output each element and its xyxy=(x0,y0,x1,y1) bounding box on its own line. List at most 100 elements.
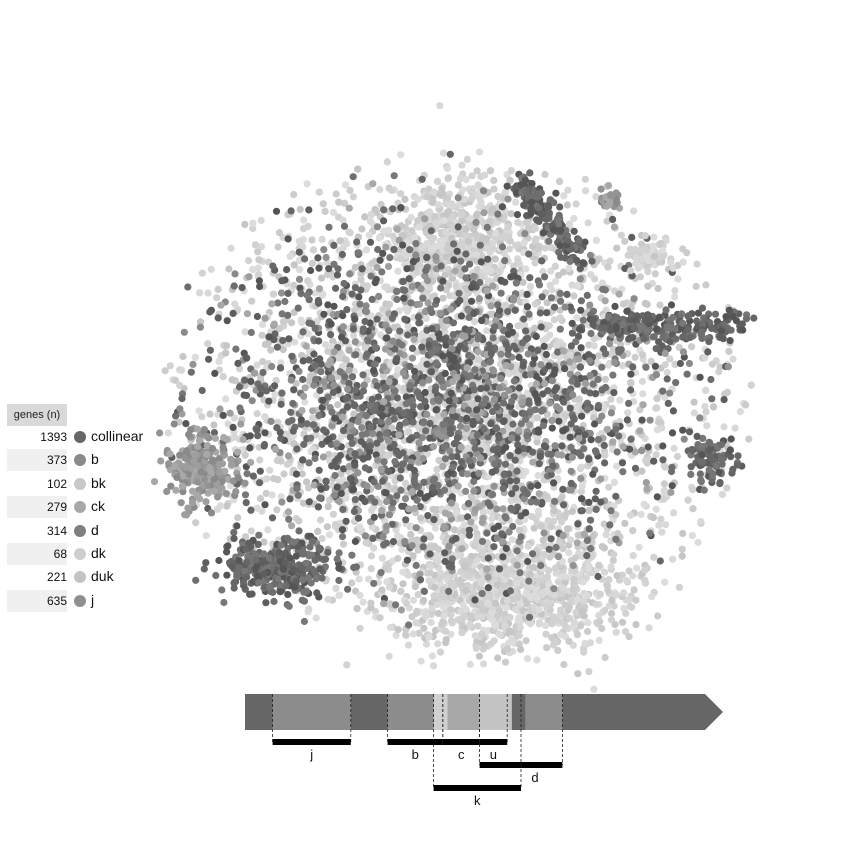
scatter-point xyxy=(448,493,456,501)
scatter-point xyxy=(343,306,351,314)
scatter-point xyxy=(484,592,492,601)
scatter-point xyxy=(689,505,697,513)
scatter-point xyxy=(514,593,522,602)
scatter-point xyxy=(604,361,613,369)
scatter-point xyxy=(718,490,727,498)
scatter-point xyxy=(678,552,686,560)
scatter-point xyxy=(535,606,543,614)
scatter-point xyxy=(577,463,586,471)
scatter-point xyxy=(605,576,613,584)
scatter-point xyxy=(206,410,214,418)
scatter-point xyxy=(262,489,270,497)
scatter-point xyxy=(550,506,558,515)
scatter-point xyxy=(649,513,657,522)
scatter-point xyxy=(248,297,256,305)
scatter-point xyxy=(376,614,384,622)
scatter-point xyxy=(596,617,604,626)
scatter-point xyxy=(435,456,443,464)
scatter-point xyxy=(423,193,431,201)
scatter-point xyxy=(320,310,328,318)
scatter-point xyxy=(592,236,601,244)
scatter-point xyxy=(522,637,530,645)
scatter-point xyxy=(505,245,514,253)
scatter-point xyxy=(315,188,323,196)
scatter-point xyxy=(629,552,637,560)
scatter-point xyxy=(156,429,164,437)
scatter-point xyxy=(224,420,232,428)
scatter-point xyxy=(625,399,633,407)
scatter-point xyxy=(544,517,552,525)
scatter-point xyxy=(534,511,543,519)
scatter-point xyxy=(539,536,547,544)
scatter-point xyxy=(222,349,230,357)
scatter-point xyxy=(329,337,337,345)
scatter-point xyxy=(570,214,578,223)
scatter-point xyxy=(604,586,612,595)
scatter-point xyxy=(324,503,332,511)
scatter-point xyxy=(223,317,231,325)
scatter-point xyxy=(434,201,442,209)
scatter-point xyxy=(316,355,324,363)
scatter-point xyxy=(458,161,466,169)
scatter-point xyxy=(584,219,592,227)
scatter-point xyxy=(479,606,487,614)
scatter-point xyxy=(513,579,521,587)
scatter-point xyxy=(170,420,178,428)
scatter-point xyxy=(543,299,551,307)
scatter-point xyxy=(679,529,687,538)
scatter-point xyxy=(519,362,527,370)
scatter-point xyxy=(662,521,670,529)
scatter-point xyxy=(300,216,308,224)
scatter-point xyxy=(692,282,700,290)
scatter-point xyxy=(370,579,378,588)
scatter-point xyxy=(213,294,221,302)
scatter-point xyxy=(355,293,363,301)
scatter-point xyxy=(261,413,269,421)
scatter-point xyxy=(650,553,658,561)
scatter-point xyxy=(309,246,317,254)
scatter-point xyxy=(323,271,332,279)
scatter-point xyxy=(653,493,661,501)
scatter-point xyxy=(725,347,733,356)
scatter-point xyxy=(643,300,651,308)
scatter-point xyxy=(242,533,250,541)
scatter-point xyxy=(472,699,480,708)
scatter-point xyxy=(427,563,435,571)
scatter-point xyxy=(460,521,468,529)
scatter-point xyxy=(313,317,321,325)
scatter-point xyxy=(625,633,633,641)
scatter-point xyxy=(271,390,279,398)
scatter-point xyxy=(607,409,616,417)
scatter-point xyxy=(631,353,639,361)
scatter-point xyxy=(529,458,537,466)
scatter-point xyxy=(567,536,575,544)
scatter-point xyxy=(361,213,369,221)
scatter-point xyxy=(446,292,454,300)
scatter-point xyxy=(284,508,293,516)
scatter-point xyxy=(405,621,413,629)
scatter-point xyxy=(357,275,365,284)
scatter-point xyxy=(247,506,255,514)
scatter-point xyxy=(256,456,264,464)
scatter-point xyxy=(325,531,334,539)
scatter-point xyxy=(440,324,448,332)
scatter-point xyxy=(694,538,702,546)
scatter-point xyxy=(441,228,449,236)
scatter-point xyxy=(501,658,510,666)
scatter-point xyxy=(247,527,255,535)
scatter-point xyxy=(273,506,281,514)
scatter-point xyxy=(324,347,332,355)
scatter-point xyxy=(300,499,308,507)
scatter-point xyxy=(420,624,428,632)
scatter-point xyxy=(590,414,598,422)
scatter-point xyxy=(383,578,391,586)
scatter-point xyxy=(348,579,356,587)
scatter-point xyxy=(507,167,515,175)
scatter-point xyxy=(259,320,267,328)
scatter-point xyxy=(335,354,343,362)
scatter-point xyxy=(304,277,312,285)
scatter-point xyxy=(268,491,276,499)
scatter-point xyxy=(210,421,218,429)
scatter-point xyxy=(414,591,422,599)
scatter-point xyxy=(440,612,448,620)
